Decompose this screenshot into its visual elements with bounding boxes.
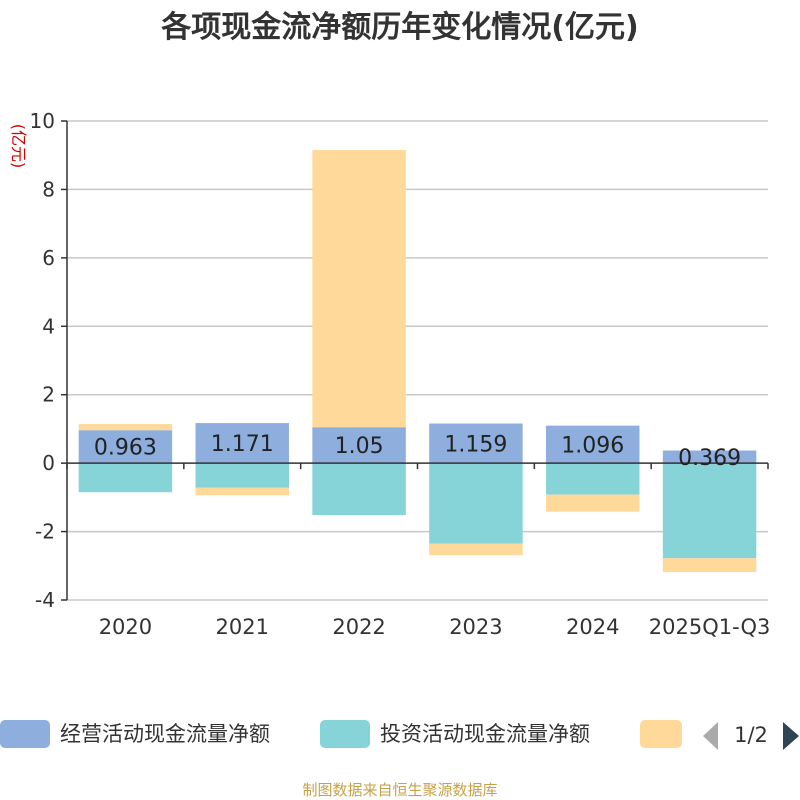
x-tick-label: 2024 bbox=[566, 615, 619, 639]
pager-prev-icon[interactable] bbox=[703, 722, 718, 750]
y-tick-label: 0 bbox=[42, 451, 55, 475]
x-tick-label: 2025Q1-Q3 bbox=[649, 615, 771, 639]
legend: 经营活动现金流量净额 投资活动现金流量净额 1/2 bbox=[0, 720, 799, 750]
bar-series-2[interactable] bbox=[195, 463, 289, 488]
bar-series-1[interactable] bbox=[662, 450, 757, 464]
y-tick-label: 4 bbox=[42, 314, 55, 338]
data-label: 0.963 bbox=[94, 436, 157, 461]
grid-lines bbox=[67, 120, 768, 601]
data-label: 1.159 bbox=[444, 432, 507, 457]
bar-series-2[interactable] bbox=[662, 463, 757, 559]
x-tick-label: 2020 bbox=[99, 615, 152, 639]
x-axis: 2020 2021 2022 2023 2024 2025Q1-Q3 bbox=[66, 462, 771, 639]
chart-title: 各项现金流净额历年变化情况(亿元) bbox=[160, 10, 638, 45]
x-tick-label: 2023 bbox=[449, 615, 502, 639]
x-tick-label: 2021 bbox=[216, 615, 269, 639]
y-axis: -4 -2 0 2 4 6 8 10 bbox=[30, 109, 68, 612]
y-tick-label: 6 bbox=[42, 246, 55, 270]
bar-series-1[interactable] bbox=[312, 427, 406, 464]
data-label: 1.096 bbox=[561, 433, 624, 458]
pager-next-icon[interactable] bbox=[783, 722, 799, 750]
bar-series-2[interactable] bbox=[429, 463, 523, 544]
bar-series-1[interactable] bbox=[195, 423, 289, 464]
legend-item-third[interactable] bbox=[640, 720, 682, 748]
bar-series-2[interactable] bbox=[546, 463, 640, 495]
data-label: 1.05 bbox=[335, 434, 384, 459]
data-label: 0.369 bbox=[678, 446, 741, 471]
bar-series-1[interactable] bbox=[78, 430, 173, 464]
bar-series-3[interactable] bbox=[546, 494, 640, 512]
bar-series-2[interactable] bbox=[312, 463, 406, 516]
bar-series-3[interactable] bbox=[429, 543, 523, 556]
legend-swatch-operating bbox=[0, 720, 50, 748]
y-tick-label: -2 bbox=[35, 520, 55, 544]
legend-pager: 1/2 bbox=[703, 722, 799, 750]
x-tick-label: 2022 bbox=[332, 615, 385, 639]
legend-swatch-third bbox=[640, 720, 682, 748]
y-tick-label: 8 bbox=[42, 177, 55, 201]
legend-label-operating: 经营活动现金流量净额 bbox=[60, 722, 270, 746]
bar-series-1[interactable] bbox=[546, 425, 640, 464]
legend-swatch-investing bbox=[320, 720, 370, 748]
bar-series-3[interactable] bbox=[195, 487, 289, 496]
pager-indicator: 1/2 bbox=[734, 723, 768, 747]
legend-item-operating[interactable]: 经营活动现金流量净额 bbox=[0, 720, 270, 748]
y-tick-label: -4 bbox=[35, 588, 55, 612]
y-axis-unit-label: (亿元) bbox=[9, 124, 28, 169]
bar-series-2[interactable] bbox=[78, 463, 173, 493]
bar-series-3[interactable] bbox=[78, 424, 173, 431]
bar-series-3[interactable] bbox=[662, 558, 757, 572]
y-tick-label: 10 bbox=[30, 109, 55, 133]
data-label: 1.171 bbox=[211, 432, 274, 457]
bar-series-3[interactable] bbox=[312, 150, 406, 428]
legend-label-investing: 投资活动现金流量净额 bbox=[380, 722, 590, 746]
y-tick-label: 2 bbox=[42, 383, 55, 407]
bars bbox=[78, 150, 757, 572]
data-source-note: 制图数据来自恒生聚源数据库 bbox=[302, 781, 497, 799]
legend-item-investing[interactable]: 投资活动现金流量净额 bbox=[320, 720, 590, 748]
data-labels: 0.963 1.171 1.05 1.159 1.096 0.369 bbox=[94, 432, 741, 471]
bar-series-1[interactable] bbox=[429, 423, 523, 464]
